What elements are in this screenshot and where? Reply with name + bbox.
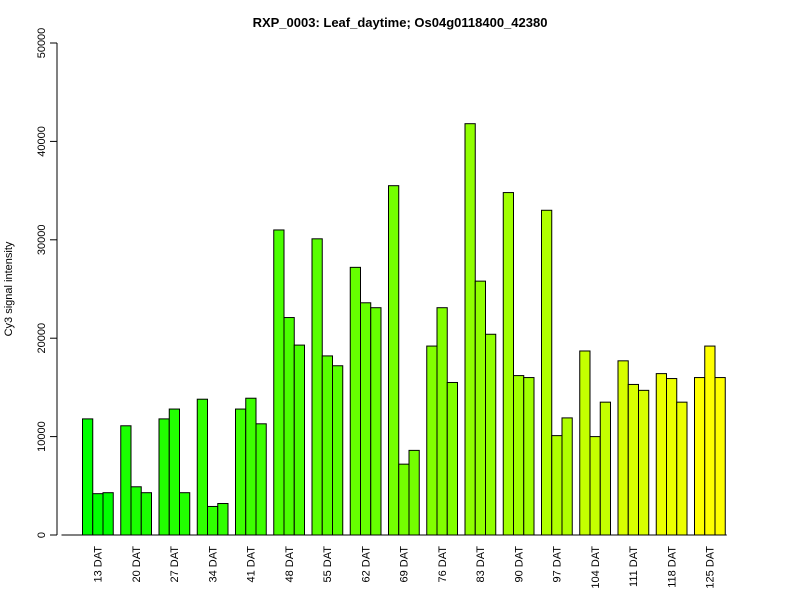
bar bbox=[370, 307, 382, 536]
bar bbox=[321, 355, 333, 536]
bar bbox=[638, 389, 650, 536]
bar bbox=[207, 505, 219, 536]
bar bbox=[140, 492, 152, 536]
bar bbox=[714, 377, 726, 536]
x-tick-label: 62 DAT bbox=[360, 546, 372, 583]
y-tick-label: 30000 bbox=[36, 225, 48, 256]
bar bbox=[704, 345, 716, 536]
y-tick-label: 40000 bbox=[36, 126, 48, 157]
x-axis-tick-labels: 13 DAT 20 DAT 27 DAT 34 DAT 41 DAT 48 DAT 55 D… bbox=[93, 546, 717, 589]
bar bbox=[398, 463, 410, 536]
x-tick-label: 118 DAT bbox=[666, 546, 678, 588]
bar bbox=[217, 503, 229, 536]
bar bbox=[349, 266, 361, 536]
bar bbox=[627, 383, 639, 536]
y-tick-label: 50000 bbox=[36, 28, 48, 59]
y-axis-label: Cy3 signal intensity bbox=[3, 241, 15, 336]
x-tick-label: 76 DAT bbox=[437, 546, 449, 583]
bar bbox=[474, 280, 486, 536]
bars bbox=[82, 123, 726, 536]
x-tick-label: 83 DAT bbox=[475, 546, 487, 583]
y-tick-label: 0 bbox=[36, 532, 48, 538]
bar bbox=[283, 317, 295, 536]
y-tick-label: 20000 bbox=[36, 323, 48, 354]
x-tick-label: 125 DAT bbox=[705, 546, 717, 589]
bar bbox=[158, 418, 170, 536]
bar bbox=[676, 401, 688, 536]
bar bbox=[245, 397, 257, 536]
bar bbox=[130, 486, 142, 536]
bar bbox=[513, 375, 525, 536]
x-tick-label: 34 DAT bbox=[207, 546, 219, 583]
x-tick-label: 55 DAT bbox=[322, 546, 334, 583]
bar bbox=[485, 333, 497, 536]
y-axis: 0 10000 20000 30000 40000 50000 bbox=[36, 28, 58, 538]
bar bbox=[551, 435, 563, 536]
x-tick-label: 104 DAT bbox=[590, 546, 602, 589]
x-tick-label: 97 DAT bbox=[552, 546, 564, 583]
bar bbox=[523, 377, 535, 536]
bar bbox=[436, 307, 448, 536]
bar bbox=[464, 123, 476, 536]
bar bbox=[235, 408, 247, 536]
x-tick-label: 20 DAT bbox=[131, 546, 143, 583]
bar bbox=[360, 302, 372, 536]
bar bbox=[92, 493, 104, 536]
bar bbox=[666, 378, 678, 536]
x-tick-label: 111 DAT bbox=[628, 546, 640, 587]
bar bbox=[273, 229, 285, 536]
bar bbox=[82, 418, 94, 536]
x-tick-label: 13 DAT bbox=[93, 546, 105, 583]
x-tick-label: 69 DAT bbox=[399, 546, 411, 583]
bar bbox=[589, 436, 601, 536]
bar bbox=[120, 425, 132, 536]
bar bbox=[694, 377, 706, 536]
x-tick-label: 41 DAT bbox=[246, 546, 258, 583]
bar bbox=[168, 408, 180, 536]
x-tick-label: 27 DAT bbox=[169, 546, 181, 583]
x-tick-label: 48 DAT bbox=[284, 546, 296, 583]
x-tick-label: 90 DAT bbox=[513, 546, 525, 583]
bar bbox=[102, 492, 114, 536]
bar bbox=[255, 423, 267, 536]
chart-title: RXP_0003: Leaf_daytime; Os04g0118400_423… bbox=[253, 15, 548, 30]
y-tick-label: 10000 bbox=[36, 421, 48, 452]
bar bbox=[655, 373, 667, 536]
bar bbox=[617, 360, 629, 536]
bar bbox=[426, 345, 438, 536]
bar bbox=[541, 209, 553, 536]
bar bbox=[196, 398, 208, 536]
bar bbox=[408, 449, 420, 536]
bar bbox=[311, 238, 323, 536]
bar bbox=[293, 344, 305, 536]
bar bbox=[561, 417, 573, 536]
bar bbox=[446, 381, 458, 536]
bar bbox=[388, 185, 400, 536]
bar bbox=[502, 192, 514, 536]
bar bbox=[332, 365, 344, 536]
bar bbox=[179, 492, 191, 536]
bar bbox=[579, 350, 591, 536]
bar bbox=[599, 401, 611, 536]
